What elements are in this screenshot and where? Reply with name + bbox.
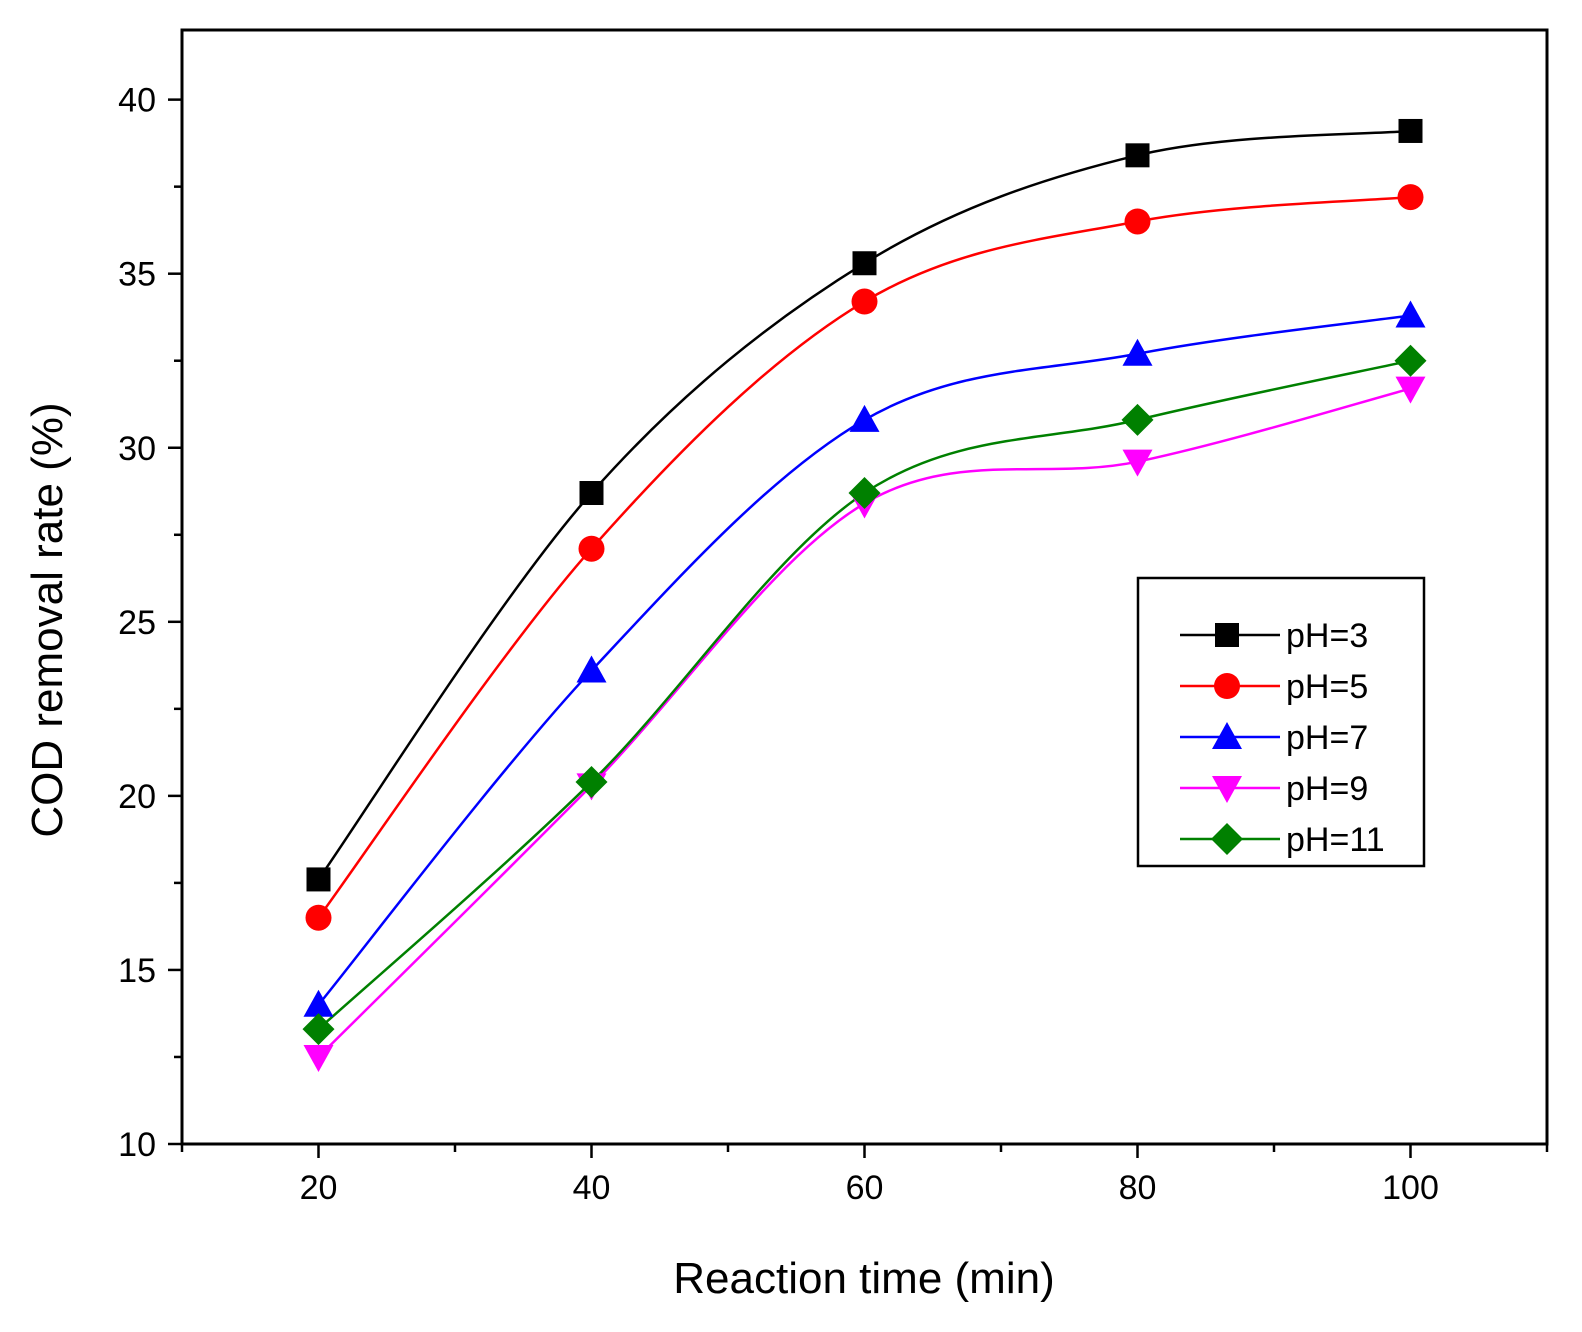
data-point-ph-3 [852, 251, 877, 276]
y-tick-label: 20 [118, 778, 156, 816]
x-tick-label: 80 [1119, 1169, 1157, 1207]
data-point-ph-7 [849, 404, 880, 432]
y-tick-label: 25 [118, 604, 156, 642]
data-point-ph-3 [1125, 143, 1150, 168]
data-point-ph-7 [1395, 300, 1426, 328]
y-tick-label: 30 [118, 430, 156, 468]
legend-marker-ph-9 [1212, 776, 1242, 803]
data-point-ph-9 [1122, 449, 1153, 477]
fit-line-ph-3 [317, 129, 1411, 881]
data-point-ph-11 [302, 1013, 335, 1046]
legend-marker-ph-3 [1215, 623, 1239, 647]
data-point-ph-7 [576, 655, 607, 683]
fit-lines [317, 129, 1411, 1058]
data-point-ph-7 [303, 989, 334, 1017]
y-tick-label: 10 [118, 1126, 156, 1164]
x-axis-title: Reaction time (min) [673, 1254, 1054, 1303]
data-point-ph-11 [1394, 344, 1427, 377]
legend: pH=3 pH=5 pH=7 pH=9 pH=11 [1136, 576, 1426, 868]
x-tick-label: 60 [846, 1169, 884, 1207]
data-point-ph-3 [1398, 118, 1423, 143]
x-axis-ticks: 20 40 60 80 100 [180, 1144, 1549, 1207]
y-axis-title: COD removal rate (%) [23, 402, 72, 837]
data-markers [302, 118, 1427, 1072]
legend-label-ph-11: pH=11 [1286, 821, 1385, 859]
x-tick-label: 40 [573, 1169, 611, 1207]
data-point-ph-3 [579, 481, 604, 506]
fit-line-ph-11 [317, 359, 1411, 1031]
data-point-ph-11 [575, 765, 608, 798]
y-axis-ticks: 10 15 20 25 30 35 40 [118, 82, 182, 1164]
legend-box [1136, 576, 1426, 868]
x-tick-label: 20 [300, 1169, 338, 1207]
fit-line-ph-7 [317, 314, 1411, 1006]
y-tick-label: 15 [118, 952, 156, 990]
legend-marker-ph-5 [1214, 673, 1240, 699]
data-point-ph-11 [1121, 403, 1154, 436]
data-point-ph-3 [306, 867, 331, 892]
data-point-ph-5 [1397, 184, 1424, 211]
y-tick-label: 35 [118, 256, 156, 294]
legend-label-ph-7: pH=7 [1286, 719, 1368, 757]
data-point-ph-5 [578, 535, 605, 562]
data-point-ph-5 [1124, 208, 1151, 235]
data-point-ph-9 [303, 1044, 334, 1072]
legend-marker-ph-7 [1212, 722, 1242, 749]
legend-label-ph-9: pH=9 [1286, 770, 1368, 808]
data-point-ph-9 [1395, 376, 1426, 404]
y-tick-label: 40 [118, 82, 156, 120]
legend-label-ph-5: pH=5 [1286, 668, 1368, 706]
data-point-ph-7 [1122, 338, 1153, 366]
data-point-ph-11 [848, 477, 881, 510]
data-point-ph-5 [305, 904, 332, 931]
x-tick-label: 100 [1382, 1169, 1439, 1207]
legend-marker-ph-11 [1211, 823, 1243, 855]
legend-label-ph-3: pH=3 [1286, 617, 1368, 655]
data-point-ph-5 [851, 288, 878, 315]
fit-line-ph-5 [317, 195, 1411, 919]
fit-line-ph-9 [317, 387, 1411, 1058]
